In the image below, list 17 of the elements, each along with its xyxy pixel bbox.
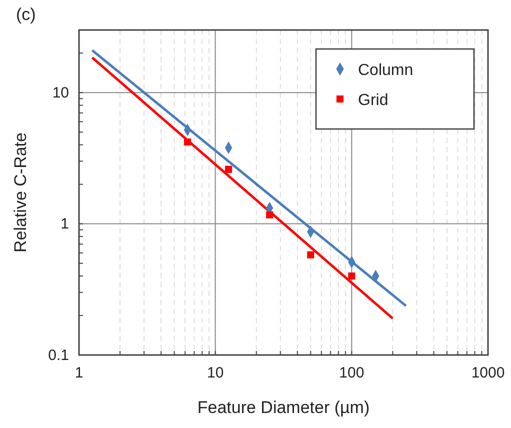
x-tick-label: 100 xyxy=(339,364,364,382)
y-tick-label: 10 xyxy=(52,84,69,102)
y-tick-label: 1 xyxy=(60,216,69,233)
point xyxy=(266,211,274,218)
x-tick-label: 1 xyxy=(74,364,84,382)
point xyxy=(225,166,232,173)
y-tick-label: 0.1 xyxy=(48,346,69,364)
y-axis-title: Relative C-Rate xyxy=(11,132,30,252)
point xyxy=(184,138,192,146)
x-tick-label: 10 xyxy=(206,364,224,382)
point xyxy=(348,272,356,280)
legend-label: Grid xyxy=(358,92,388,109)
x-tick-label: 1000 xyxy=(471,364,505,382)
x-axis-title: Feature Diameter (µm) xyxy=(197,398,370,417)
chart-title: (c) xyxy=(16,5,36,24)
point xyxy=(307,251,314,258)
legend-label: Column xyxy=(358,62,414,79)
